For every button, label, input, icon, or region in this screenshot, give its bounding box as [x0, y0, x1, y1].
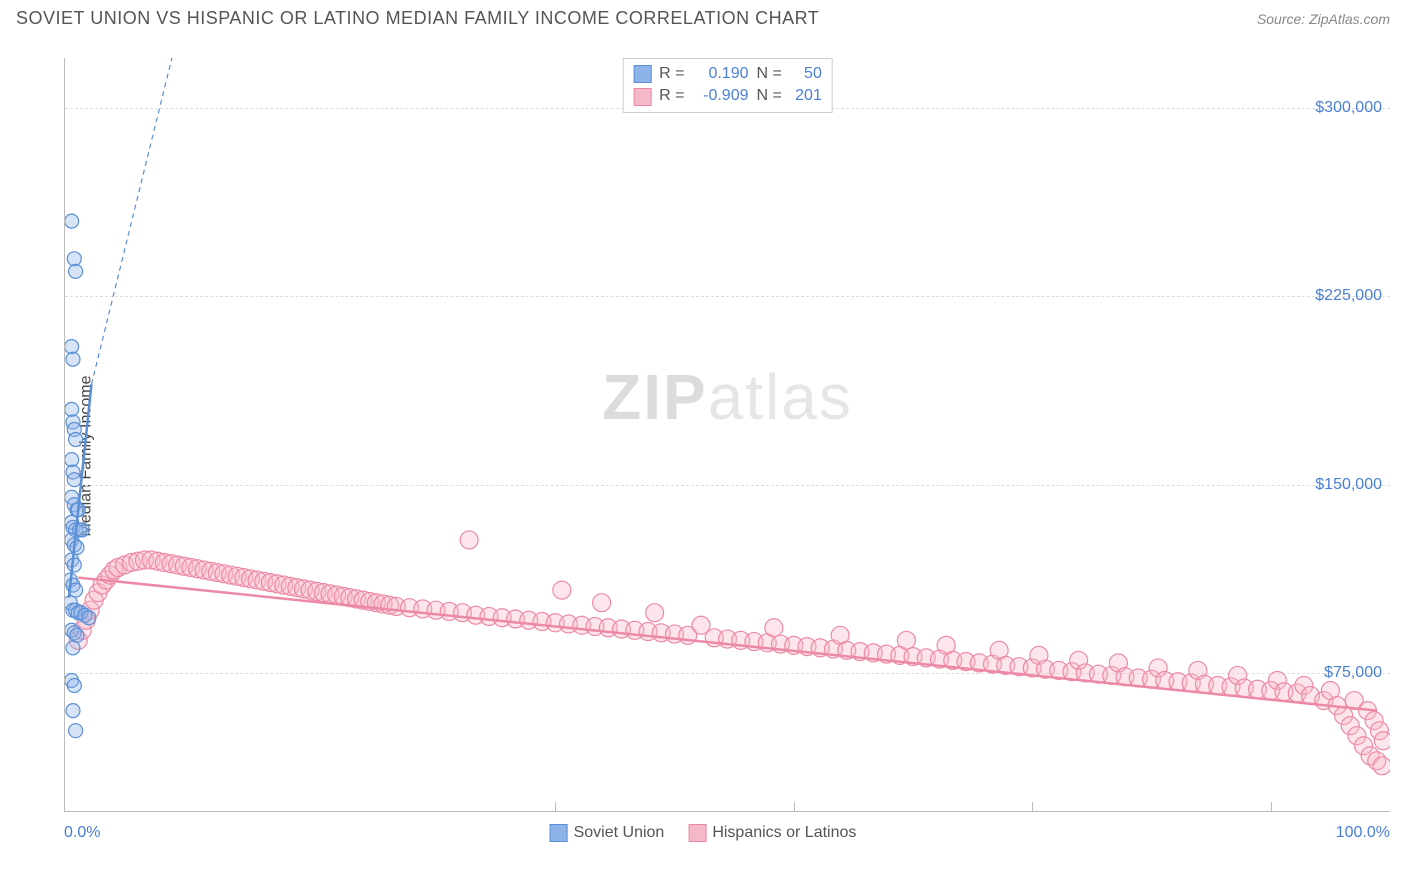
x-tick-max: 100.0% — [1336, 824, 1390, 842]
legend-item-hispanic: Hispanics or Latinos — [688, 824, 856, 842]
chart-title: SOVIET UNION VS HISPANIC OR LATINO MEDIA… — [16, 8, 819, 29]
swatch-soviet — [633, 65, 651, 83]
plot-area: ZIPatlas R = 0.190 N = 50 R = -0.909 N =… — [64, 58, 1390, 812]
swatch-soviet-icon — [550, 824, 568, 842]
correlation-legend: R = 0.190 N = 50 R = -0.909 N = 201 — [622, 58, 833, 113]
swatch-hispanic-icon — [688, 824, 706, 842]
scatter-svg — [65, 58, 1390, 811]
x-tick-min: 0.0% — [64, 824, 100, 842]
legend-row-hispanic: R = -0.909 N = 201 — [633, 85, 822, 107]
series-legend: Soviet Union Hispanics or Latinos — [550, 824, 857, 842]
legend-item-soviet: Soviet Union — [550, 824, 665, 842]
chart-area: Median Family Income ZIPatlas R = 0.190 … — [16, 40, 1390, 872]
source-label: Source: ZipAtlas.com — [1257, 11, 1390, 27]
legend-row-soviet: R = 0.190 N = 50 — [633, 63, 822, 85]
swatch-hispanic — [633, 88, 651, 106]
header: SOVIET UNION VS HISPANIC OR LATINO MEDIA… — [0, 0, 1406, 29]
